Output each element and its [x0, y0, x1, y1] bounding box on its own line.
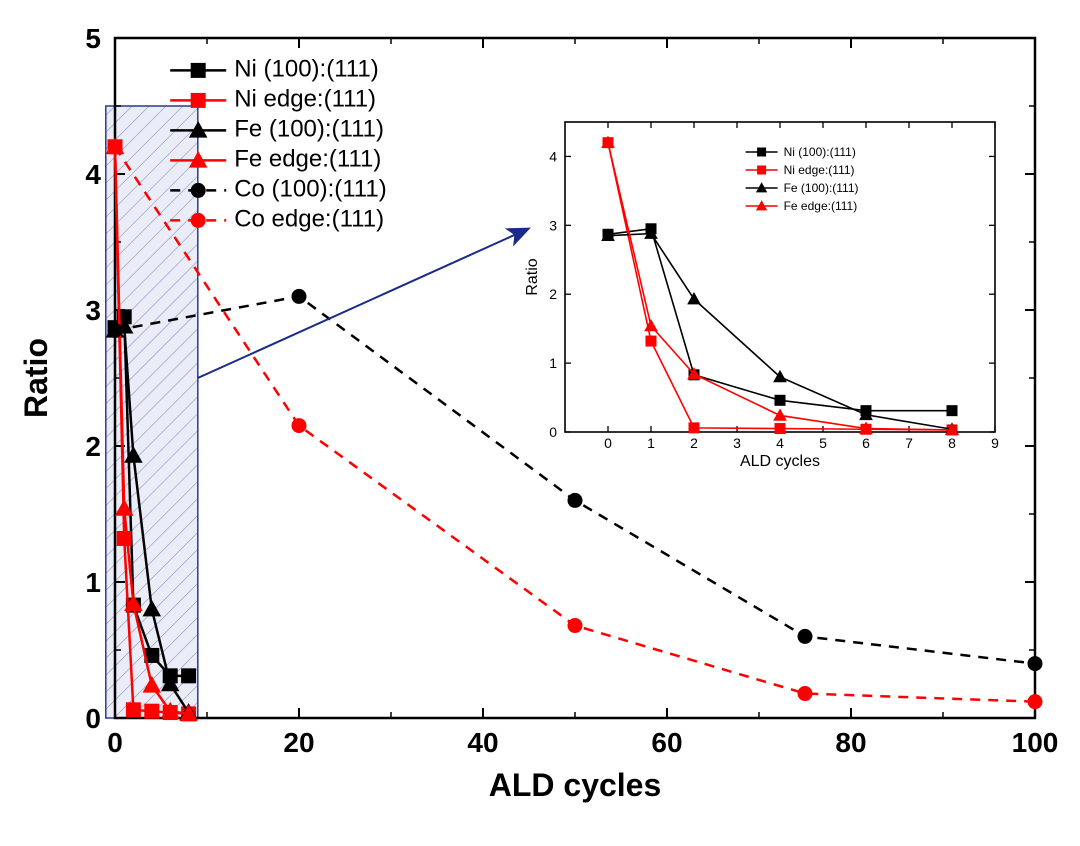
inset-x-tick: 8: [948, 435, 956, 451]
inset-x-tick: 5: [819, 435, 827, 451]
y-tick-label: 2: [85, 431, 101, 462]
inset-y-tick: 0: [549, 424, 557, 440]
inset-y-tick: 3: [549, 217, 557, 233]
chart-svg: 020406080100012345ALD cyclesRatioNi (100…: [0, 0, 1080, 846]
inset-y-tick: 2: [549, 286, 557, 302]
main-legend: Ni (100):(111) Ni edge:(111) Fe (100):(111…: [170, 56, 387, 233]
x-tick-label: 100: [1012, 727, 1059, 758]
inset-y-tick: 4: [549, 148, 557, 164]
inset-legend-label: Fe edge:(111): [784, 199, 858, 213]
legend-item-label: Co edge:(111): [234, 206, 384, 233]
x-tick-label: 60: [651, 727, 682, 758]
legend-item-label: Co (100):(111): [234, 176, 387, 203]
inset-x-tick: 3: [733, 435, 741, 451]
x-tick-label: 80: [835, 727, 866, 758]
inset-x-label: ALD cycles: [740, 453, 820, 470]
inset-plot: 0 1 2 3 4 5 6 7 8 9 0 1 2 3 4 ALD cycles Ratio Ni (100):(…: [524, 122, 999, 470]
y-axis-label: Ratio: [18, 338, 54, 418]
y-tick-label: 3: [85, 295, 101, 326]
x-tick-label: 0: [107, 727, 123, 758]
x-tick-label: 20: [283, 727, 314, 758]
inset-x-tick: 0: [604, 435, 612, 451]
callout-arrow: [198, 228, 529, 378]
y-tick-label: 4: [85, 159, 101, 190]
legend-item-label: Fe edge:(111): [234, 146, 381, 173]
inset-x-tick: 4: [776, 435, 784, 451]
inset-y-tick: 1: [549, 355, 557, 371]
legend-item-label: Fe (100):(111): [234, 116, 384, 143]
legend-item-label: Ni edge:(111): [234, 86, 376, 113]
chart-container: 020406080100012345ALD cyclesRatioNi (100…: [0, 0, 1080, 846]
y-tick-label: 0: [85, 703, 101, 734]
inset-legend-label: Fe (100):(111): [784, 181, 859, 195]
highlight-region: [106, 106, 198, 718]
x-tick-label: 40: [467, 727, 498, 758]
legend-item-label: Ni (100):(111): [234, 56, 379, 83]
inset-frame: [565, 122, 995, 432]
x-axis-label: ALD cycles: [489, 767, 662, 803]
inset-y-label: Ratio: [524, 258, 541, 295]
inset-x-tick: 2: [690, 435, 698, 451]
inset-legend-label: Ni edge:(111): [784, 163, 855, 177]
inset-x-tick: 6: [862, 435, 870, 451]
inset-legend-label: Ni (100):(111): [784, 145, 856, 159]
inset-x-tick: 7: [905, 435, 913, 451]
inset-x-tick: 1: [647, 435, 655, 451]
inset-x-tick: 9: [991, 435, 999, 451]
y-tick-label: 5: [85, 23, 101, 54]
y-tick-label: 1: [85, 567, 101, 598]
